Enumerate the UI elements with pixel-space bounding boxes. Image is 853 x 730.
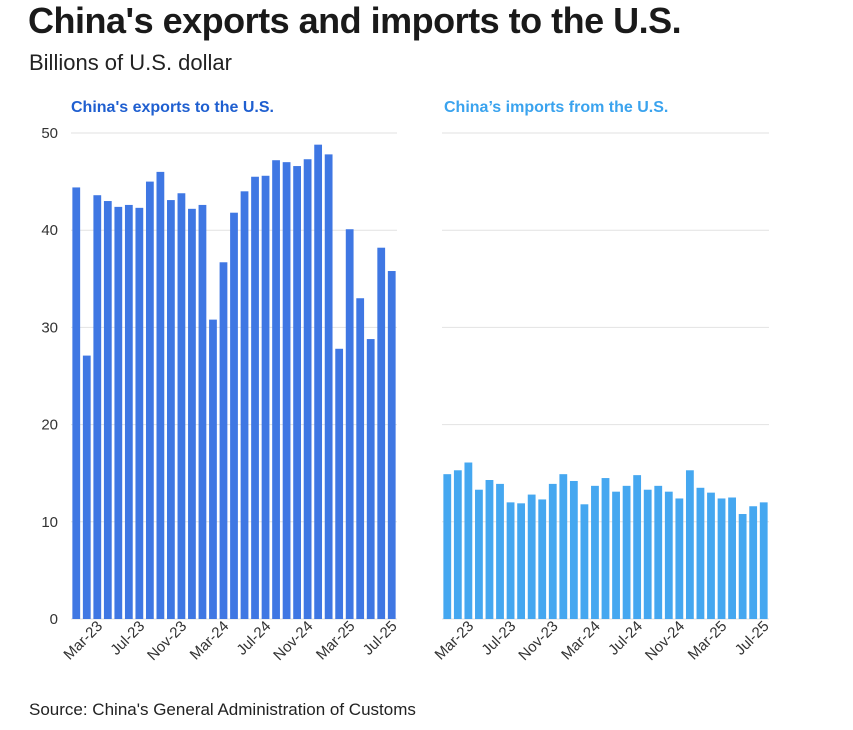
imports-bar-nov-23 [548,483,557,619]
y-tick-label: 20 [41,417,58,434]
exports-bar-jan-25 [324,154,333,619]
exports-bar-may-24 [240,191,249,619]
imports-bar-jun-23 [496,483,504,619]
imports-bar-sep-23 [527,494,536,619]
imports-bar-jan-23 [443,474,452,619]
exports-bar-feb-24 [209,319,217,619]
page-subtitle: Billions of U.S. dollar [29,50,232,75]
exports-bar-may-25 [366,339,375,619]
exports-bar-jun-25 [377,247,386,619]
exports-bar-nov-23 [177,193,186,619]
imports-bar-oct-23 [538,499,547,619]
exports-bar-apr-24 [230,212,238,619]
imports-bar-oct-24 [664,491,673,619]
x-tick-label: Mar-23 [432,618,478,664]
x-tick-label: Mar-23 [60,618,106,664]
imports-bar-jun-25 [749,506,758,619]
exports-bar-feb-25 [335,348,344,619]
exports-bar-nov-24 [303,159,312,620]
exports-bar-jan-23 [72,187,81,619]
imports-bar-feb-25 [707,492,715,619]
x-tick-label: Jul-25 [732,618,773,659]
imports-bar-apr-25 [728,497,736,619]
exports-bar-jul-25 [387,271,396,619]
exports-bar-oct-24 [293,166,301,620]
imports-bar-may-24 [612,491,620,619]
x-tick-label: Jul-23 [107,618,148,659]
exports-bar-feb-23 [82,355,91,619]
x-tick-label: Jul-24 [605,618,646,659]
x-tick-label: Jul-23 [478,618,519,659]
y-tick-label: 30 [41,319,58,336]
x-tick-label: Nov-23 [144,618,190,664]
imports-bar-mar-25 [717,498,726,619]
imports-bar-sep-24 [654,485,663,619]
x-tick-label: Jul-25 [360,618,401,659]
x-tick-label: Nov-24 [270,618,316,664]
imports-bar-mar-23 [464,462,473,619]
exports-bar-sep-24 [282,162,291,619]
imports-bar-jan-25 [696,487,705,619]
exports-bar-aug-24 [272,160,280,619]
exports-bar-jan-24 [198,204,207,619]
exports-bar-mar-24 [219,262,228,619]
y-tick-label: 50 [41,125,58,142]
imports-bar-jun-24 [622,485,631,619]
imports-panel: China’s imports from the U.S.Mar-23 Jul-2… [432,99,773,664]
imports-bar-may-23 [485,480,494,619]
imports-bar-mar-24 [591,485,599,619]
exports-bar-apr-23 [103,201,112,620]
exports-panel-title: China's exports to the U.S. [71,99,274,116]
exports-bar-oct-23 [167,200,175,619]
imports-bar-aug-24 [643,489,652,619]
x-tick-label: Mar-25 [313,618,359,664]
exports-bar-mar-25 [345,229,354,620]
exports-bar-jul-24 [261,175,270,619]
exports-bar-jun-24 [251,176,259,620]
exports-bar-may-23 [114,206,123,619]
imports-bar-feb-24 [580,504,589,619]
source-note: Source: China's General Administration o… [29,700,416,719]
exports-bar-dec-24 [314,144,323,619]
y-tick-label: 0 [50,611,58,628]
exports-bar-jul-23 [135,207,144,619]
x-tick-label: Jul-24 [233,618,274,659]
imports-bar-jul-24 [633,475,642,619]
exports-bar-mar-23 [93,195,102,619]
exports-bar-aug-23 [145,181,154,619]
y-tick-label: 40 [41,222,58,239]
x-tick-label: Nov-24 [642,618,688,664]
y-axis: 0 10 20 30 40 50 [41,125,58,628]
exports-panel: China's exports to the U.S.Mar-23 Jul-23N… [60,99,400,664]
imports-bar-apr-23 [475,489,483,619]
x-tick-label: Nov-23 [515,618,561,664]
x-tick-label: Mar-25 [685,618,731,664]
imports-bar-feb-23 [453,470,462,619]
chart-area: 0 10 20 30 40 50 China's exports to the U.S. M… [41,99,773,664]
imports-bar-apr-24 [601,478,610,619]
exports-bar-jun-23 [124,204,133,619]
imports-bar-dec-23 [559,474,568,619]
x-tick-label: Mar-24 [187,618,233,664]
imports-bar-jul-25 [759,502,768,619]
exports-bar-sep-23 [156,171,165,619]
imports-bar-jul-23 [506,502,515,619]
x-tick-label: Mar-24 [558,618,604,664]
exports-bar-dec-23 [188,208,196,619]
imports-panel-title: China’s imports from the U.S. [444,99,668,116]
imports-bar-nov-24 [675,498,684,619]
y-tick-label: 10 [41,514,58,531]
imports-bar-may-25 [738,514,747,619]
exports-bar-apr-25 [356,298,365,619]
imports-bar-aug-23 [517,503,526,619]
imports-bar-jan-24 [569,480,578,619]
imports-bar-dec-24 [685,470,694,619]
page-title: China's exports and imports to the U.S. [28,0,682,41]
